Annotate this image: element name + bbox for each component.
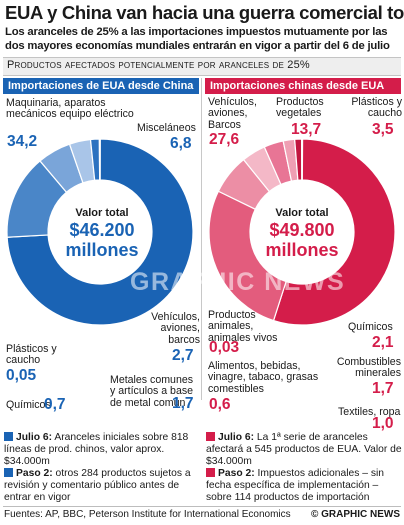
usa-slice-label-vehicles: Vehículos, aviones, barcos [151,311,200,346]
usa-slice-label-machinery: Maquinaria, aparatos mecánicos equipo el… [6,97,134,121]
usa-slice-5 [98,138,101,181]
section-band-label: Productos afectados potencialmente por a… [7,59,310,71]
watermark: GRAPHIC NEWS [130,268,346,296]
china-square-icon [206,432,215,441]
china-slice-value-food: 0,6 [209,396,231,413]
footer-rule [3,506,401,507]
usa-slice-label-plastics: Plásticos y caucho [6,343,57,367]
usa-total-label: Valor total [75,207,129,219]
china-slice-7 [301,138,304,181]
usa-slice-0 [6,138,194,326]
china-slice-label-vegetables: Productos vegetales [276,96,324,120]
usa-note-step2: Paso 2: otros 284 productos sujetos a re… [4,468,191,504]
credit: © GRAPHIC NEWS [310,509,400,520]
usa-slice-label-metals: Metales comunes y artículos a base de me… [110,374,194,409]
usa-slice-value-metals: 1,7 [172,395,194,412]
subtitle: Los aranceles de 25% a las importaciones… [5,26,390,52]
usa-square-icon [4,432,13,441]
china-donut-hole [251,181,353,283]
usa-slice-value-plastics: 0,05 [6,367,37,384]
china-total-unit: millones [265,240,339,260]
china-slice-value-fuels: 1,7 [372,380,394,397]
usa-total-unit: millones [65,240,139,260]
usa-total-value: $46.200 [69,220,135,240]
china-slice-label-chemicals: Químicos [348,321,393,333]
china-note-step2: Paso 2: Impuestos adicionales – sin fech… [206,468,385,504]
china-slice-1 [208,190,287,322]
usa-slice-label-chemicals: Químicos [6,399,51,411]
china-slice-label-textiles: Textiles, ropa [338,406,401,418]
china-slice-value-textiles: 1,0 [372,415,394,432]
china-slice-value-chemicals: 2,1 [372,334,394,351]
china-total-value: $49.800 [269,220,335,240]
china-slice-label-animal: Productos animales, animales vivos [208,309,278,344]
china-slice-value-vegetables: 13,7 [291,121,322,138]
sources: Fuentes: AP, BBC, Peterson Institute for… [4,509,291,520]
page-title: EUA y China van hacia una guerra comerci… [5,2,404,23]
china-total-label: Valor total [275,207,329,219]
usa-slice-value-machinery: 34,2 [7,133,38,150]
usa-panel-header: Importaciones de EUA desde China [3,78,199,94]
china-slice-value-animal: 0,03 [209,339,240,356]
usa-slice-label-misc: Misceláneos [137,122,196,134]
panel-divider [201,78,202,400]
china-slice-label-plastics: Plásticos y caucho [351,96,402,120]
china-slice-0 [272,138,396,326]
china-square-icon [206,468,215,477]
usa-square-icon [4,468,13,477]
usa-donut-hole [49,181,151,283]
section-band [3,57,401,76]
china-panel-header: Importaciones chinas desde EUA [205,78,401,94]
usa-note-step1: Julio 6: Aranceles iniciales sobre 818 l… [4,432,189,468]
china-slice-label-food: Alimentos, bebidas, vinagre, tabaco, gra… [208,360,319,395]
china-slice-value-plastics: 3,5 [372,121,394,138]
china-slice-label-vehicles: Vehículos, aviones, Barcos [208,96,257,131]
usa-slice-value-chemicals: 0,7 [44,396,66,413]
china-note-step1: Julio 6: La 1ª serie de aranceles afecta… [206,432,402,468]
china-slice-label-fuels: Combustibles minerales [336,356,401,380]
usa-slice-value-misc: 6,8 [170,135,192,152]
china-slice-value-vehicles: 27,6 [209,131,240,148]
usa-slice-value-vehicles: 2,7 [172,347,194,364]
